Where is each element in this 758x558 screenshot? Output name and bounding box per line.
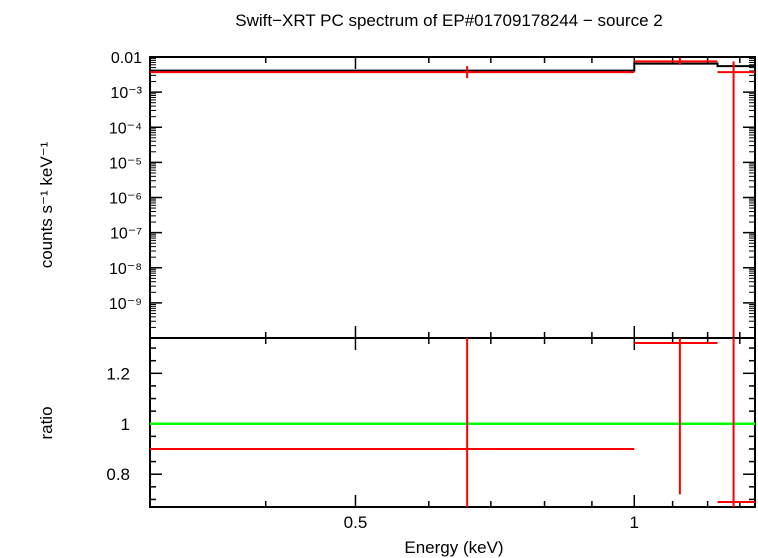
spectrum-y-tick-label: 10⁻⁷ [110,226,142,243]
spectrum-y-tick-label: 10⁻⁹ [109,296,142,313]
spectrum-panel: 0.01 10⁻³ 10⁻⁴ 10⁻⁵ 10⁻⁶ 10⁻⁷ 10⁻⁸ 10⁻⁹ [109,50,756,339]
model-curve [150,62,755,72]
spectrum-y-tick-label: 0.01 [111,50,142,67]
spectrum-y-tick-label: 10⁻⁵ [109,155,142,172]
x-tick-label: 1 [630,513,639,532]
spectrum-y-tick-label: 10⁻⁸ [109,261,142,278]
ratio-y-tick-label: 1.2 [106,364,130,383]
bottom-y-axis-label: ratio [37,406,56,439]
spectrum-y-tick-label: 10⁻⁶ [109,191,142,208]
spectrum-y-tick-label: 10⁻³ [110,85,142,102]
ratio-panel: 0.5 1 0.8 1 1.2 [106,337,756,532]
spectrum-y-tick-label: 10⁻⁴ [109,120,142,137]
chart-title: Swift−XRT PC spectrum of EP#01709178244 … [235,11,662,30]
top-y-axis-label: counts s⁻¹ keV⁻¹ [37,141,56,268]
x-tick-label: 0.5 [344,513,368,532]
ratio-y-tick-label: 0.8 [106,465,130,484]
x-axis-label: Energy (keV) [404,538,503,557]
ratio-y-tick-label: 1 [121,415,130,434]
spectrum-frame [149,56,756,339]
ratio-frame [149,337,756,508]
